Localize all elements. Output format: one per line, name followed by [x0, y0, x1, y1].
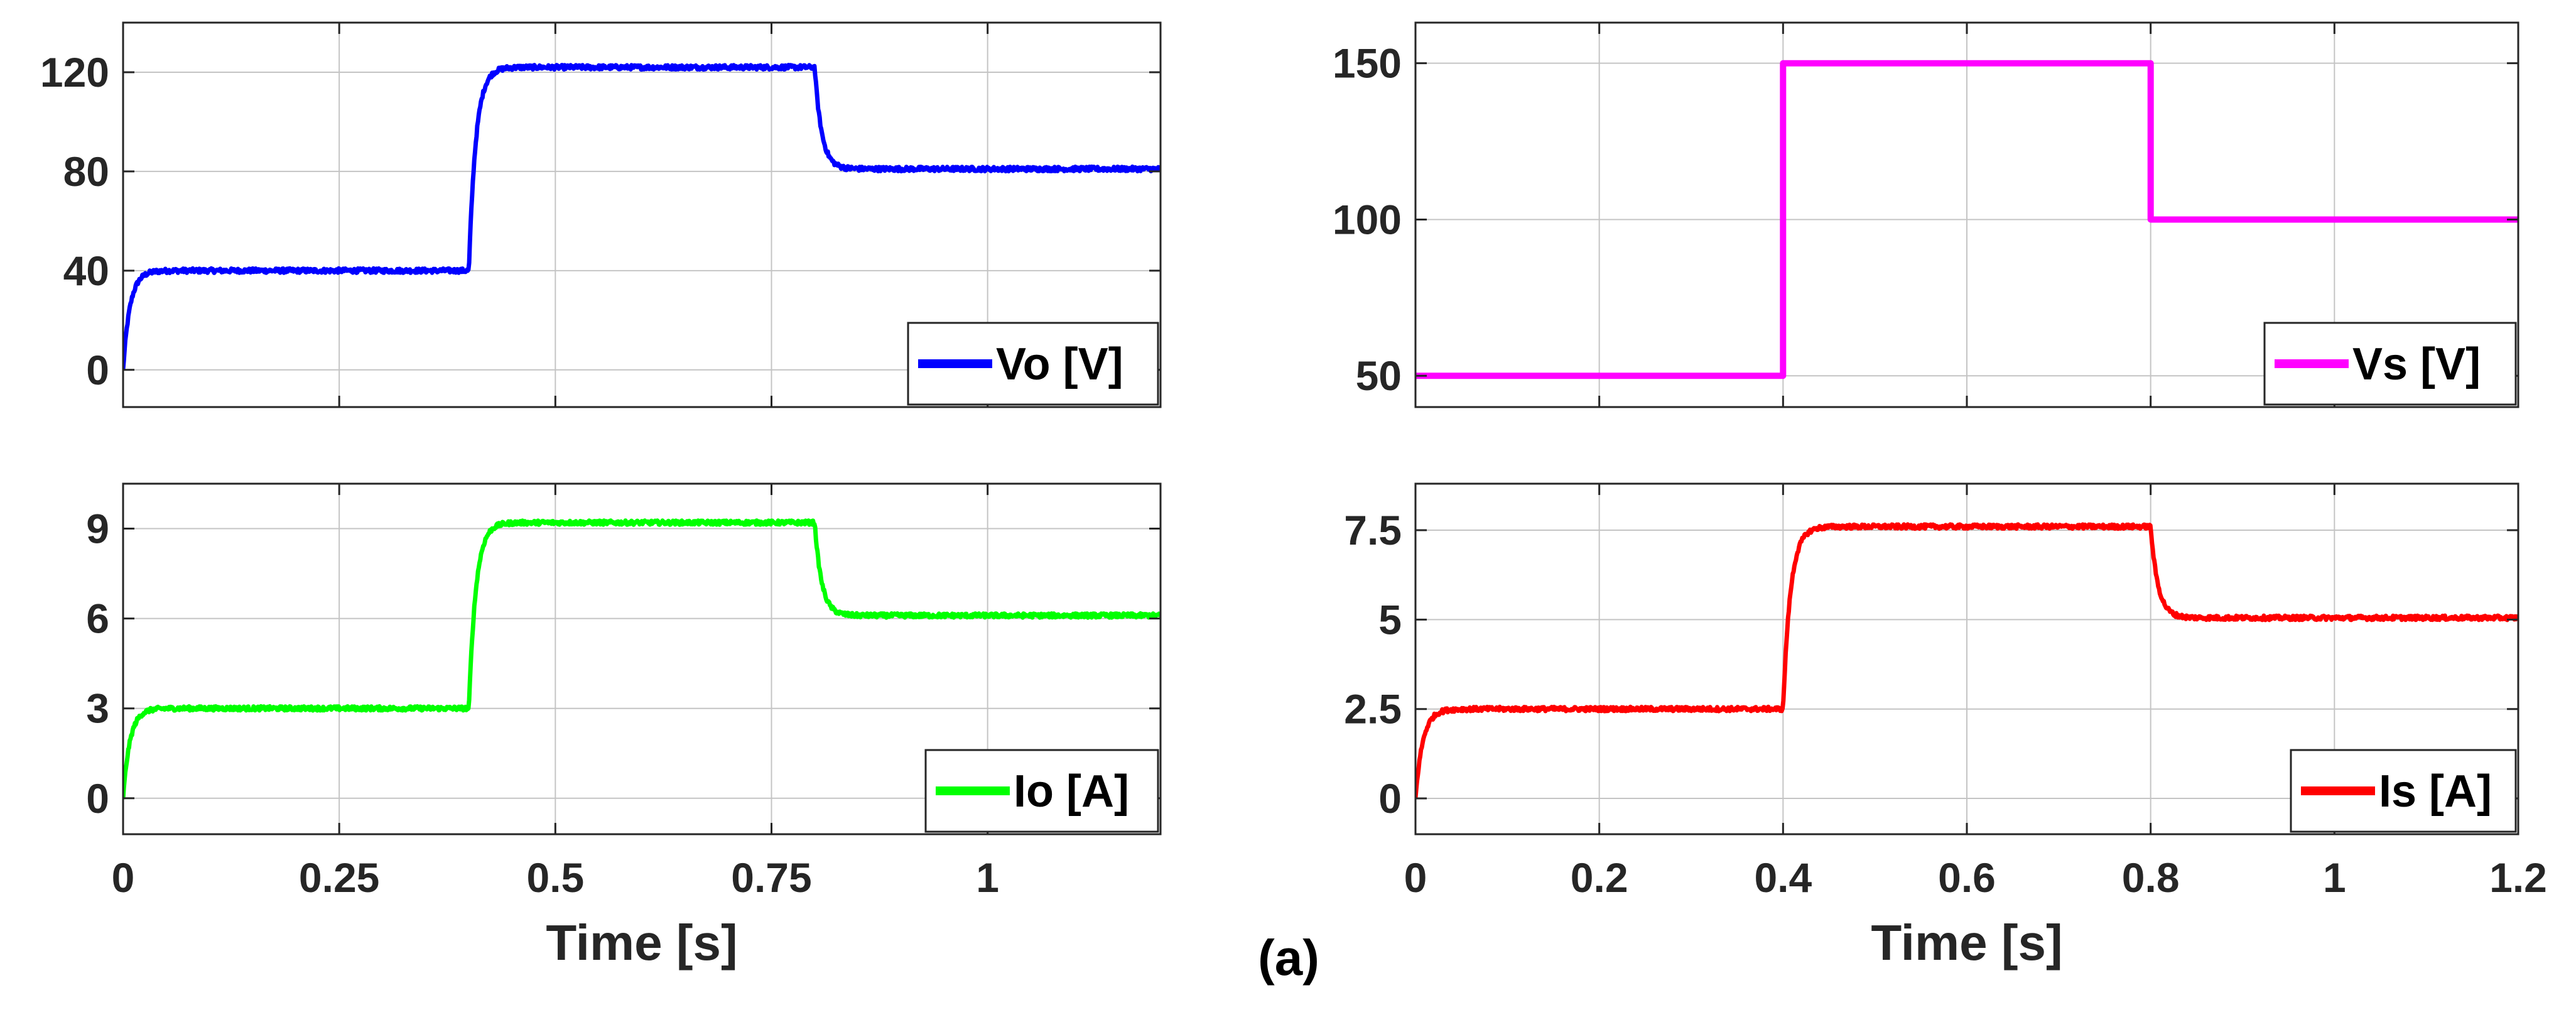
xtick-label-io-4: 1: [976, 854, 999, 901]
xaxis-label-is: Time [s]: [1871, 915, 2062, 971]
ytick-label-vo-3: 120: [40, 49, 109, 95]
figure-caption: (a): [1258, 930, 1319, 986]
ytick-label-vs-2: 150: [1333, 40, 1402, 87]
xtick-label-is-5: 1: [2323, 854, 2346, 901]
legend-label-io: Io [A]: [1014, 766, 1129, 817]
legend-io: Io [A]: [924, 749, 1159, 833]
series-line-io: [123, 518, 1161, 800]
xtick-label-io-3: 0.75: [731, 854, 811, 901]
xtick-label-is-3: 0.6: [1938, 854, 1996, 901]
series-line-vs: [1415, 60, 2518, 379]
series-line-vo: [123, 63, 1161, 370]
legend-label-vs: Vs [V]: [2352, 339, 2481, 389]
ytick-label-vs-0: 50: [1356, 352, 1402, 399]
ytick-label-is-2: 5: [1378, 596, 1402, 643]
ytick-label-io-0: 0: [86, 775, 109, 822]
xtick-label-is-2: 0.4: [1754, 854, 1812, 901]
xtick-label-is-4: 0.8: [2122, 854, 2180, 901]
chart-vs: 50 100 150 Vs [V]: [1333, 21, 2519, 408]
xtick-label-io-1: 0.25: [299, 854, 379, 901]
ytick-label-is-0: 0: [1378, 775, 1402, 822]
ytick-label-vo-2: 80: [63, 148, 109, 195]
ytick-label-vo-0: 0: [86, 347, 109, 393]
xtick-label-is-6: 1.2: [2489, 854, 2547, 901]
chart-vo: 0 40 80 120 Vo [V]: [40, 21, 1162, 408]
axes-box-vo: [122, 21, 1162, 408]
ytick-label-io-1: 3: [86, 685, 109, 732]
legend-label-is: Is [A]: [2379, 766, 2492, 817]
xtick-label-is-1: 0.2: [1571, 854, 1628, 901]
series-line-is: [1415, 522, 2518, 798]
ytick-label-is-1: 2.5: [1344, 686, 1402, 732]
legend-vs: Vs [V]: [2263, 322, 2517, 406]
xtick-label-io-2: 0.5: [526, 854, 584, 901]
ytick-label-vo-1: 40: [63, 247, 109, 294]
legend-label-vo: Vo [V]: [996, 339, 1123, 389]
axes-box-io: [122, 482, 1162, 835]
ytick-label-io-2: 6: [86, 596, 109, 642]
xtick-label-is-0: 0: [1404, 854, 1427, 901]
ytick-label-vs-1: 100: [1333, 196, 1402, 242]
legend-is: Is [A]: [2290, 749, 2517, 833]
chart-is: 0 2.5 5 7.5 0 0.2 0.4 0.6 0.8 1 1.2 Time [s] Is [A]: [1344, 482, 2547, 971]
chart-io: 0 3 6 9 0 0.25 0.5 0.75 1 Time [s] Io [A]: [86, 482, 1162, 971]
xaxis-label-io: Time [s]: [546, 915, 737, 971]
xtick-label-io-0: 0: [112, 854, 135, 901]
legend-vo: Vo [V]: [907, 322, 1159, 406]
ytick-label-is-3: 7.5: [1344, 507, 1402, 553]
ytick-label-io-3: 9: [86, 506, 109, 552]
